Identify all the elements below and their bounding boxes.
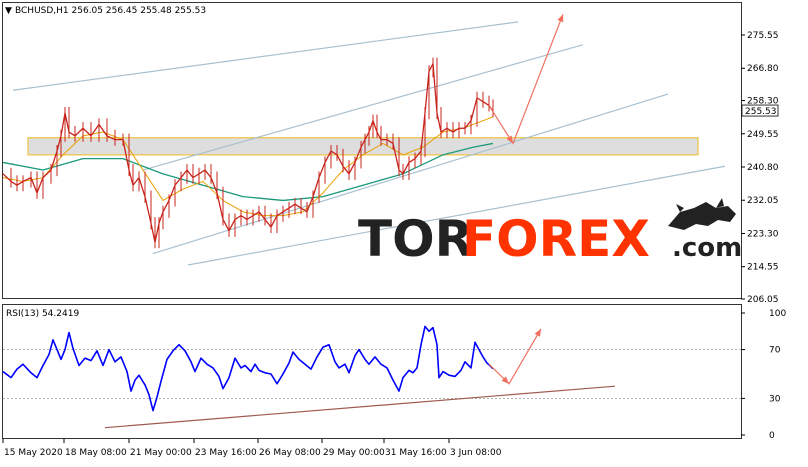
price-forecast-arrows <box>488 14 564 145</box>
channel-line <box>142 44 584 171</box>
arrow-head <box>557 14 564 23</box>
time-axis: 15 May 2020 18 May 08:00 21 May 00:00 23 Ma… <box>2 439 502 458</box>
rsi-tick-label: 30 <box>769 394 781 404</box>
price-series <box>2 57 494 249</box>
rsi-axis: 100 70 30 0 <box>741 309 786 441</box>
price-tick-label: 258.30 <box>747 97 779 107</box>
rsi-tick-label: 70 <box>769 346 781 356</box>
rsi-trend-line <box>104 385 616 429</box>
price-tick-label: 249.55 <box>747 130 779 140</box>
rsi-line <box>2 325 494 412</box>
rsi-levels <box>3 349 741 399</box>
bull-bear-logo-icon <box>668 198 736 230</box>
price-tick-label: 240.80 <box>747 163 779 173</box>
time-tick-label: 31 May 16:00 <box>385 448 447 458</box>
arrow-head <box>506 135 513 144</box>
rsi-forecast-path <box>488 328 542 385</box>
arrow-head <box>534 328 541 337</box>
channel-line <box>152 93 669 255</box>
time-tick-label: 18 May 08:00 <box>65 448 127 458</box>
time-tick-label: 29 May 00:00 <box>323 448 385 458</box>
price-tick-label: 223.30 <box>747 229 779 239</box>
rsi-label: RSI(13) 54.2419 <box>6 309 79 319</box>
price-axis: 275.55 266.80 258.30 249.55 240.80 232.05 223.… <box>741 31 779 305</box>
time-tick-label: 23 May 16:00 <box>195 448 257 458</box>
price-tick-label: 214.55 <box>747 263 779 273</box>
price-forecast-path <box>488 14 564 145</box>
rsi-trend-segment <box>104 385 616 429</box>
channel-line <box>187 165 726 266</box>
torforex-watermark: TOR FOREX .com <box>358 198 742 268</box>
symbol-line: BCHUSD,H1 256.05 256.45 255.48 255.53 <box>15 6 206 16</box>
trend-channel-lines <box>12 21 726 266</box>
price-tick-label: 275.55 <box>747 31 779 41</box>
rsi-series <box>2 325 494 412</box>
price-tick-label: 232.05 <box>747 196 779 206</box>
price-line <box>2 63 494 243</box>
time-tick-label: 21 May 00:00 <box>130 448 192 458</box>
slow-moving-average <box>2 142 494 202</box>
slow-ma-line <box>2 142 494 202</box>
watermark-forex: FOREX <box>462 210 650 268</box>
watermark-tor: TOR <box>358 210 473 268</box>
price-tick-label: 206.05 <box>747 295 779 305</box>
arrow-head <box>501 376 509 384</box>
price-tick-label: 266.80 <box>747 64 779 74</box>
time-tick-label: 3 Jun 08:00 <box>450 448 502 458</box>
time-tick-label: 26 May 08:00 <box>259 448 321 458</box>
rsi-tick-label: 0 <box>769 431 775 441</box>
time-tick-label: 15 May 2020 <box>4 448 63 458</box>
channel-line <box>12 21 519 91</box>
current-price-label: 255.53 <box>745 107 777 117</box>
rsi-tick-label: 100 <box>769 309 786 319</box>
watermark-dotcom: .com <box>672 233 742 263</box>
rsi-panel-frame <box>2 304 742 439</box>
header-arrow-icon: ▼ <box>5 6 12 16</box>
price-panel-frame <box>2 2 742 299</box>
current-price-tag: 255.53 <box>741 104 779 117</box>
rsi-forecast-arrows <box>488 328 542 385</box>
